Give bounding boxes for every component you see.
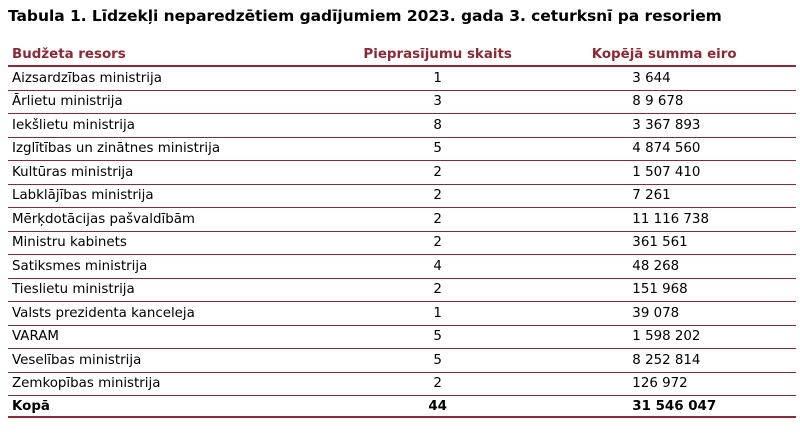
table-row: Iekšlietu ministrija 8 3 367 893	[8, 113, 796, 138]
cell-resors: Iekšlietu ministrija	[8, 113, 343, 138]
table-row: Tieslietu ministrija 2 151 968	[8, 278, 796, 302]
cell-count: 3	[342, 90, 533, 114]
cell-sum-value: 151 968	[632, 282, 688, 298]
cell-resors: Zemkopības ministrija	[8, 372, 343, 396]
cell-sum-value: 3 644	[632, 70, 671, 86]
cell-sum: 11 116 738	[532, 207, 796, 232]
document-page: Tabula 1. Līdzekļi neparedzētiem gadījum…	[8, 6, 800, 418]
cell-sum: 4 874 560	[532, 137, 796, 161]
cell-resors: Satiksmes ministrija	[8, 254, 343, 279]
cell-count: 2	[342, 184, 533, 208]
cell-count: 5	[342, 325, 533, 349]
table-row: Zemkopības ministrija 2 126 972	[8, 372, 796, 396]
cell-sum-value: 3 367 893	[632, 117, 701, 133]
total-count: 44	[342, 395, 533, 418]
table-row: Satiksmes ministrija 4 48 268	[8, 254, 796, 279]
table-row: Ārlietu ministrija 3 8 9 678	[8, 90, 796, 114]
table-row: Izglītības un zinātnes ministrija 5 4 87…	[8, 137, 796, 161]
cell-count: 1	[342, 66, 533, 91]
cell-count: 8	[342, 113, 533, 138]
cell-sum: 1 507 410	[532, 160, 796, 185]
cell-sum: 1 598 202	[532, 325, 796, 349]
total-sum: 31 546 047	[532, 395, 796, 418]
cell-count: 5	[342, 348, 533, 373]
cell-count: 2	[342, 231, 533, 255]
cell-resors: VARAM	[8, 325, 343, 349]
table-row: Labklājības ministrija 2 7 261	[8, 184, 796, 208]
header-resors: Budžeta resors	[8, 44, 343, 67]
cell-sum: 3 367 893	[532, 113, 796, 138]
cell-sum: 8 252 814	[532, 348, 796, 373]
cell-sum-value: 126 972	[632, 376, 688, 392]
cell-resors: Veselības ministrija	[8, 348, 343, 373]
cell-sum: 7 261	[532, 184, 796, 208]
header-sum: Kopējā summa eiro	[532, 44, 796, 67]
cell-resors: Ārlietu ministrija	[8, 90, 343, 114]
table-row: Veselības ministrija 5 8 252 814	[8, 348, 796, 373]
cell-count: 4	[342, 254, 533, 279]
cell-count: 5	[342, 137, 533, 161]
cell-sum-value: 1 507 410	[632, 164, 701, 180]
cell-sum: 361 561	[532, 231, 796, 255]
header-count: Pieprasījumu skaits	[342, 44, 533, 67]
table-total-row: Kopā 44 31 546 047	[8, 395, 796, 418]
cell-sum: 151 968	[532, 278, 796, 302]
cell-sum: 48 268	[532, 254, 796, 279]
table-row: Mērķdotācijas pašvaldībām 2 11 116 738	[8, 207, 796, 232]
cell-count: 1	[342, 301, 533, 326]
cell-resors: Kultūras ministrija	[8, 160, 343, 185]
cell-resors: Labklājības ministrija	[8, 184, 343, 208]
cell-sum-value: 4 874 560	[632, 141, 701, 157]
cell-sum-value: 361 561	[632, 235, 688, 251]
table-row: Ministru kabinets 2 361 561	[8, 231, 796, 255]
cell-sum-value: 48 268	[632, 258, 680, 274]
cell-sum: 3 644	[532, 66, 796, 91]
cell-resors: Tieslietu ministrija	[8, 278, 343, 302]
table-body: Aizsardzības ministrija 1 3 644 Ārlietu …	[8, 66, 796, 418]
cell-sum-value: 1 598 202	[632, 329, 701, 345]
cell-sum-value: 11 116 738	[632, 211, 709, 227]
cell-sum: 8 9 678	[532, 90, 796, 114]
table-title: Tabula 1. Līdzekļi neparedzētiem gadījum…	[8, 7, 722, 25]
cell-resors: Aizsardzības ministrija	[8, 66, 343, 91]
budget-table: Budžeta resors Pieprasījumu skaits Kopēj…	[8, 44, 796, 418]
cell-sum-value: 7 261	[632, 188, 671, 204]
cell-count: 2	[342, 160, 533, 185]
cell-resors: Valsts prezidenta kanceleja	[8, 301, 343, 326]
table-row: Aizsardzības ministrija 1 3 644	[8, 66, 796, 91]
cell-resors: Ministru kabinets	[8, 231, 343, 255]
table-row: VARAM 5 1 598 202	[8, 325, 796, 349]
cell-resors: Izglītības un zinātnes ministrija	[8, 137, 343, 161]
table-row: Kultūras ministrija 2 1 507 410	[8, 160, 796, 185]
cell-sum: 39 078	[532, 301, 796, 326]
total-sum-value: 31 546 047	[632, 398, 717, 414]
cell-count: 2	[342, 278, 533, 302]
table-header-row: Budžeta resors Pieprasījumu skaits Kopēj…	[8, 44, 796, 67]
cell-sum: 126 972	[532, 372, 796, 396]
cell-sum-value: 8 252 814	[632, 352, 701, 368]
cell-resors: Mērķdotācijas pašvaldībām	[8, 207, 343, 232]
cell-sum-value: 39 078	[632, 305, 680, 321]
cell-count: 2	[342, 207, 533, 232]
table-row: Valsts prezidenta kanceleja 1 39 078	[8, 301, 796, 326]
total-label: Kopā	[8, 395, 343, 418]
cell-sum-value: 8 9 678	[632, 94, 684, 110]
cell-count: 2	[342, 372, 533, 396]
